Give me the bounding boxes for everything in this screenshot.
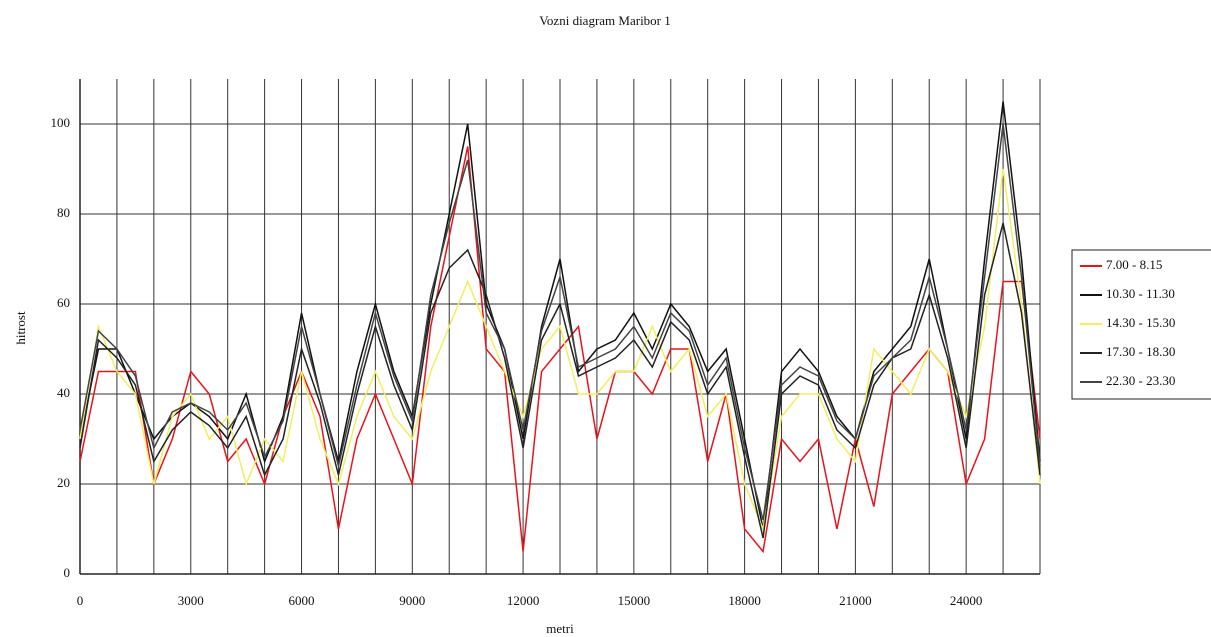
x-tick-label: 12000	[507, 593, 540, 608]
y-tick-label: 100	[51, 115, 71, 130]
legend-label: 14.30 - 15.30	[1106, 315, 1175, 330]
legend-label: 17.30 - 18.30	[1106, 344, 1175, 359]
series-line	[79, 146, 1041, 554]
x-tick-label: 24000	[950, 593, 983, 608]
legend-label: 7.00 - 8.15	[1106, 257, 1162, 272]
x-tick-label: 15000	[618, 593, 651, 608]
y-tick-label: 60	[57, 295, 70, 310]
chart-title: Vozni diagram Maribor 1	[539, 13, 671, 28]
y-tick-label: 40	[57, 385, 70, 400]
x-tick-label: 6000	[289, 593, 315, 608]
y-axis-label: hitrost	[13, 311, 28, 345]
series-line	[79, 168, 1041, 532]
series-line	[79, 123, 1041, 521]
legend-label: 22.30 - 23.30	[1106, 373, 1175, 388]
x-axis-label: metri	[546, 621, 574, 636]
x-tick-label: 3000	[178, 593, 204, 608]
x-tick-label: 18000	[728, 593, 761, 608]
legend-label: 10.30 - 11.30	[1106, 286, 1175, 301]
series-line	[79, 101, 1041, 530]
x-tick-label: 9000	[399, 593, 425, 608]
y-tick-label: 20	[57, 475, 70, 490]
x-tick-label: 21000	[839, 593, 872, 608]
series-line	[79, 222, 1041, 539]
y-tick-label: 0	[64, 565, 71, 580]
x-tick-label: 0	[77, 593, 84, 608]
y-tick-label: 80	[57, 205, 70, 220]
